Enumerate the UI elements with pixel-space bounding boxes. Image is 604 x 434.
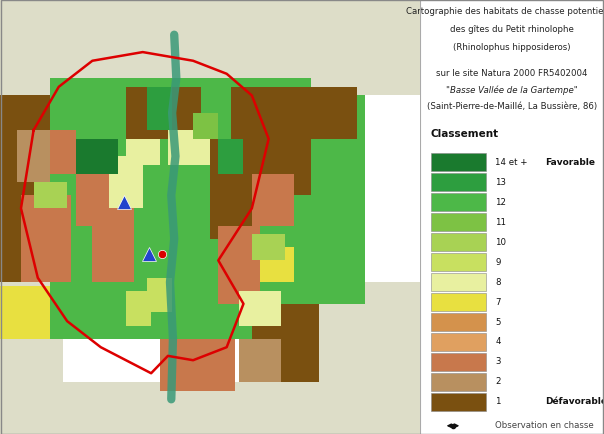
Bar <box>0 195 63 282</box>
Text: (Rhinolophus hipposideros): (Rhinolophus hipposideros) <box>453 43 571 52</box>
Bar <box>50 78 310 339</box>
Bar <box>109 156 143 208</box>
Text: Classement: Classement <box>431 129 499 139</box>
Bar <box>431 333 486 351</box>
Text: Favorable: Favorable <box>545 158 595 167</box>
Text: 1: 1 <box>495 398 501 406</box>
Text: (Saint-Pierre-de-Maillé, La Bussière, 86): (Saint-Pierre-de-Maillé, La Bussière, 86… <box>427 102 597 111</box>
Bar <box>260 130 310 195</box>
Bar <box>218 226 260 304</box>
Text: sur le site Natura 2000 FR5402004: sur le site Natura 2000 FR5402004 <box>436 69 588 78</box>
Text: 14 et +: 14 et + <box>495 158 528 167</box>
Bar <box>76 139 118 174</box>
Bar <box>239 291 281 326</box>
Bar <box>431 293 486 311</box>
Text: 4: 4 <box>495 338 501 346</box>
Text: "Basse Vallée de la Gartempe": "Basse Vallée de la Gartempe" <box>446 85 578 95</box>
Text: 8: 8 <box>495 278 501 286</box>
Bar <box>260 282 420 434</box>
Text: 11: 11 <box>495 218 506 227</box>
Bar <box>239 339 281 382</box>
Bar <box>431 373 486 391</box>
Bar <box>260 247 294 282</box>
Bar <box>431 213 486 231</box>
Text: 13: 13 <box>495 178 506 187</box>
Text: 2: 2 <box>495 378 501 386</box>
Bar <box>42 130 76 174</box>
Text: 7: 7 <box>495 298 501 306</box>
Bar <box>92 204 134 282</box>
Bar <box>193 113 218 139</box>
Text: Cartographie des habitats de chasse potentiel et: Cartographie des habitats de chasse pote… <box>406 7 604 16</box>
Bar <box>126 291 151 326</box>
Bar <box>431 393 486 411</box>
Bar <box>34 182 67 208</box>
Bar <box>126 87 202 139</box>
Bar <box>168 130 210 165</box>
Bar <box>431 153 486 171</box>
Bar <box>431 193 486 211</box>
Text: Défavorable: Défavorable <box>545 398 604 406</box>
Bar <box>17 130 50 182</box>
Bar <box>252 234 286 260</box>
Bar <box>0 0 420 95</box>
Bar <box>431 173 486 191</box>
Bar <box>252 304 319 382</box>
Bar <box>252 174 294 226</box>
Bar <box>21 195 71 282</box>
Bar <box>126 139 159 165</box>
Bar <box>260 95 365 304</box>
Bar <box>431 353 486 371</box>
Bar <box>0 95 50 195</box>
Bar <box>147 278 172 312</box>
Bar <box>147 87 172 130</box>
Text: 5: 5 <box>495 318 501 326</box>
Bar <box>218 139 243 174</box>
Text: 9: 9 <box>495 258 501 266</box>
Bar <box>431 273 486 291</box>
Bar <box>210 139 260 239</box>
Bar <box>0 282 63 434</box>
Text: 10: 10 <box>495 238 506 247</box>
Bar <box>431 233 486 251</box>
Bar <box>431 253 486 271</box>
Bar <box>159 339 235 391</box>
Bar <box>0 286 50 339</box>
Bar <box>76 161 118 226</box>
Text: Observation en chasse: Observation en chasse <box>495 421 594 430</box>
Text: des gîtes du Petit rhinolophe: des gîtes du Petit rhinolophe <box>450 25 574 34</box>
Text: 3: 3 <box>495 358 501 366</box>
Bar <box>231 87 357 139</box>
Text: 12: 12 <box>495 198 506 207</box>
Bar <box>0 382 420 434</box>
Bar <box>431 313 486 331</box>
